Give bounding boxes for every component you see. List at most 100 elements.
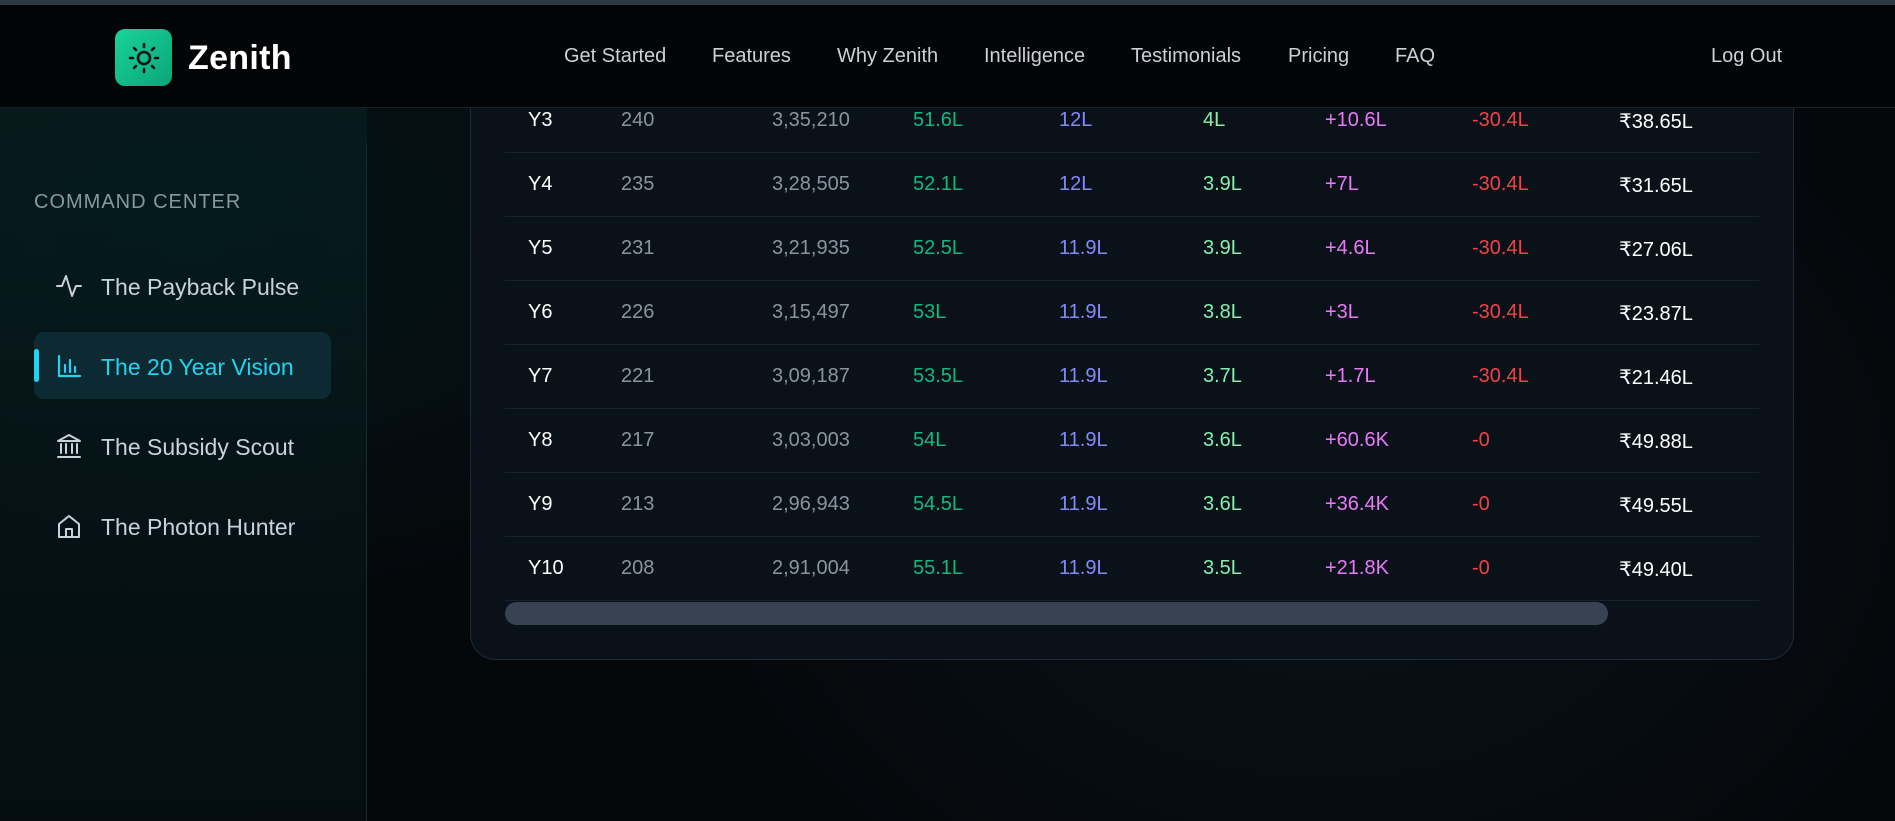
zenith-logo[interactable] <box>115 29 172 86</box>
cost-cell: 12L <box>1059 173 1093 195</box>
generation-cell: 2,91,004 <box>772 557 850 579</box>
generation-cell: 3,03,003 <box>772 429 850 451</box>
loan-cell: -0 <box>1472 493 1490 515</box>
generation-cell: 3,35,210 <box>772 109 850 131</box>
cost-cell: 11.9L <box>1059 493 1108 515</box>
sidebar <box>0 108 367 821</box>
year-cell: Y3 <box>528 109 553 131</box>
year-cell: Y10 <box>528 557 564 579</box>
savings-cell: 51.6L <box>913 109 964 131</box>
year-cell: Y6 <box>528 301 553 323</box>
nav-intelligence[interactable]: Intelligence <box>984 45 1086 67</box>
units-cell: 235 <box>621 173 655 195</box>
sidebar-heading: COMMAND CENTER <box>34 191 242 213</box>
sidebar-item-label: The Subsidy Scout <box>101 434 295 460</box>
table-row: Y4 235 3,28,505 52.1L 12L 3.9L +7L -30.4L ₹31.65… <box>505 153 1759 217</box>
year-cell: Y5 <box>528 237 553 259</box>
year-cell: Y4 <box>528 173 553 195</box>
delta-cell: +4.6L <box>1325 237 1376 259</box>
units-cell: 208 <box>621 557 655 579</box>
delta-cell: +7L <box>1325 173 1359 195</box>
bar-chart-icon <box>56 353 82 379</box>
sidebar-item-label: The 20 Year Vision <box>101 354 294 380</box>
sidebar-divider <box>366 143 367 821</box>
loan-cell: -0 <box>1472 429 1490 451</box>
cost-cell: 12L <box>1059 109 1093 131</box>
cost-cell: 11.9L <box>1059 301 1108 323</box>
delta-cell: +3L <box>1325 301 1359 323</box>
cost-cell: 11.9L <box>1059 429 1108 451</box>
delta-cell: +60.6K <box>1325 429 1389 451</box>
loan-cell: -30.4L <box>1472 301 1529 323</box>
nav-get-started[interactable]: Get Started <box>564 45 667 67</box>
projection-table-card <box>470 60 1794 660</box>
table-row: Y7 221 3,09,187 53.5L 11.9L 3.7L +1.7L -30.4L ₹2… <box>505 345 1759 409</box>
delta-cell: +36.4K <box>1325 493 1389 515</box>
savings-cell: 53.5L <box>913 365 964 387</box>
net-cell: ₹23.87L <box>1619 303 1693 325</box>
table-row: Y3 240 3,35,210 51.6L 12L 4L +10.6L -30.4L ₹38.6… <box>505 89 1759 153</box>
nav-features[interactable]: Features <box>712 45 791 67</box>
logout-link[interactable]: Log Out <box>1711 45 1783 67</box>
net-cell: ₹27.06L <box>1619 239 1693 261</box>
benefit-cell: 4L <box>1203 109 1226 131</box>
benefit-cell: 3.9L <box>1203 173 1242 195</box>
delta-cell: +21.8K <box>1325 557 1389 579</box>
delta-cell: +1.7L <box>1325 365 1376 387</box>
nav-pricing[interactable]: Pricing <box>1288 45 1350 67</box>
units-cell: 213 <box>621 493 655 515</box>
sidebar-item-20-year-vision[interactable]: The 20 Year Vision <box>34 332 331 399</box>
generation-cell: 3,28,505 <box>772 173 850 195</box>
net-cell: ₹38.65L <box>1619 111 1693 133</box>
savings-cell: 52.1L <box>913 173 964 195</box>
units-cell: 221 <box>621 365 655 387</box>
loan-cell: -30.4L <box>1472 109 1529 131</box>
net-cell: ₹31.65L <box>1619 175 1693 197</box>
nav-testimonials[interactable]: Testimonials <box>1131 45 1242 67</box>
benefit-cell: 3.8L <box>1203 301 1242 323</box>
generation-cell: 2,96,943 <box>772 493 850 515</box>
delta-cell: +10.6L <box>1325 109 1387 131</box>
nav-why-zenith[interactable]: Why Zenith <box>837 45 939 67</box>
cost-cell: 11.9L <box>1059 237 1108 259</box>
sidebar-item-payback-pulse[interactable]: The Payback Pulse <box>34 252 331 319</box>
benefit-cell: 3.7L <box>1203 365 1242 387</box>
top-accent-line <box>0 0 1895 5</box>
loan-cell: -30.4L <box>1472 173 1529 195</box>
active-indicator <box>34 349 39 382</box>
sidebar-item-subsidy-scout[interactable]: The Subsidy Scout <box>34 412 331 479</box>
units-cell: 231 <box>621 237 655 259</box>
generation-cell: 3,09,187 <box>772 365 850 387</box>
pulse-icon <box>56 273 82 299</box>
units-cell: 217 <box>621 429 655 451</box>
cost-cell: 11.9L <box>1059 557 1108 579</box>
bank-icon <box>56 433 82 459</box>
net-cell: ₹49.40L <box>1619 559 1693 581</box>
year-cell: Y8 <box>528 429 553 451</box>
loan-cell: -30.4L <box>1472 237 1529 259</box>
net-cell: ₹49.55L <box>1619 495 1693 517</box>
brand-name[interactable]: Zenith <box>188 39 292 77</box>
table-row: Y9 213 2,96,943 54.5L 11.9L 3.6L +36.4K -0 ₹49.5… <box>505 473 1759 537</box>
benefit-cell: 3.6L <box>1203 493 1242 515</box>
savings-cell: 55.1L <box>913 557 964 579</box>
sidebar-item-label: The Payback Pulse <box>101 274 300 300</box>
loan-cell: -30.4L <box>1472 365 1529 387</box>
savings-cell: 54.5L <box>913 493 964 515</box>
net-cell: ₹21.46L <box>1619 367 1693 389</box>
savings-cell: 54L <box>913 429 947 451</box>
table-row: Y6 226 3,15,497 53L 11.9L 3.8L +3L -30.4L ₹23.87… <box>505 281 1759 345</box>
top-navbar: Zenith Get Started Features Why Zenith I… <box>0 5 1895 108</box>
sidebar-item-label: The Photon Hunter <box>101 514 296 540</box>
cost-cell: 11.9L <box>1059 365 1108 387</box>
horizontal-scrollbar[interactable] <box>505 602 1608 625</box>
table-row: Y8 217 3,03,003 54L 11.9L 3.6L +60.6K -0 ₹49.88L <box>505 409 1759 473</box>
nav-faq[interactable]: FAQ <box>1395 45 1436 67</box>
units-cell: 226 <box>621 301 655 323</box>
year-cell: Y9 <box>528 493 553 515</box>
loan-cell: -0 <box>1472 557 1490 579</box>
savings-cell: 52.5L <box>913 237 964 259</box>
table-row: Y5 231 3,21,935 52.5L 11.9L 3.9L +4.6L -30.4L ₹2… <box>505 217 1759 281</box>
sidebar-item-photon-hunter[interactable]: The Photon Hunter <box>34 492 331 559</box>
generation-cell: 3,21,935 <box>772 237 850 259</box>
